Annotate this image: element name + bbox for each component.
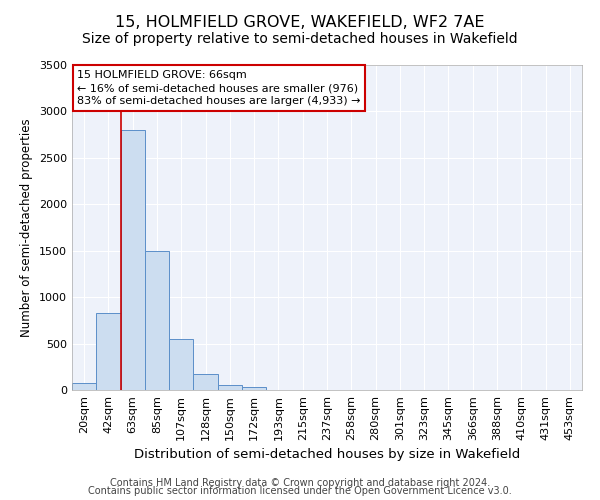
Bar <box>121 130 145 390</box>
Text: 15 HOLMFIELD GROVE: 66sqm
← 16% of semi-detached houses are smaller (976)
83% of: 15 HOLMFIELD GROVE: 66sqm ← 16% of semi-… <box>77 70 361 106</box>
Bar <box>218 385 242 390</box>
Text: Contains HM Land Registry data © Crown copyright and database right 2024.: Contains HM Land Registry data © Crown c… <box>110 478 490 488</box>
Bar <box>96 314 121 390</box>
Y-axis label: Number of semi-detached properties: Number of semi-detached properties <box>20 118 34 337</box>
Text: Size of property relative to semi-detached houses in Wakefield: Size of property relative to semi-detach… <box>82 32 518 46</box>
Bar <box>72 383 96 390</box>
Bar <box>193 374 218 390</box>
Bar <box>145 250 169 390</box>
Bar <box>169 339 193 390</box>
Text: 15, HOLMFIELD GROVE, WAKEFIELD, WF2 7AE: 15, HOLMFIELD GROVE, WAKEFIELD, WF2 7AE <box>115 15 485 30</box>
Bar <box>242 387 266 390</box>
X-axis label: Distribution of semi-detached houses by size in Wakefield: Distribution of semi-detached houses by … <box>134 448 520 461</box>
Text: Contains public sector information licensed under the Open Government Licence v3: Contains public sector information licen… <box>88 486 512 496</box>
